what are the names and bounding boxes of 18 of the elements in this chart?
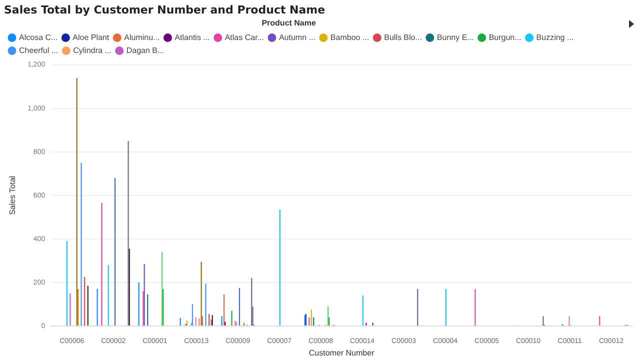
- legend-label: Atlas Car...: [224, 33, 264, 42]
- chart-title: Sales Total by Customer Number and Product Name: [4, 3, 326, 16]
- legend-label: Cheerful ...: [19, 46, 58, 56]
- legend-label: Cylindra ...: [73, 46, 112, 56]
- legend-label: Aloe Plant: [72, 33, 110, 42]
- y-axis-title: Sales Total: [8, 176, 18, 215]
- legend-label: Dagan B...: [126, 46, 164, 56]
- legend-label: Autumn ...: [278, 33, 316, 42]
- legend-label: Burgun...: [488, 33, 522, 42]
- legend-label: Bulls Blo...: [384, 33, 422, 42]
- x-axis-title: Customer Number: [308, 348, 375, 358]
- legend-label: Bunny E...: [436, 33, 474, 42]
- legend-label: Aluminu...: [124, 33, 160, 42]
- legend-label: Buzzing ...: [536, 33, 574, 42]
- legend-title: Product Name: [262, 18, 316, 28]
- legend-label: Atlantis ...: [174, 33, 210, 42]
- legend-label: Alcosa C...: [19, 33, 58, 42]
- legend-label: Bamboo ...: [330, 33, 370, 42]
